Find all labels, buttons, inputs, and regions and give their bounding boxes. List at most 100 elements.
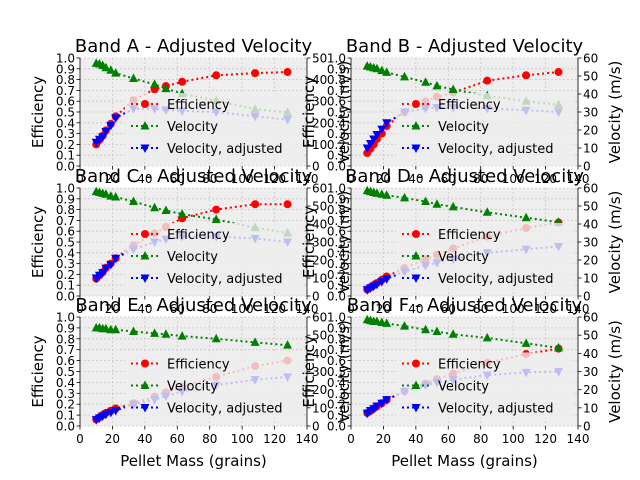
velocity-point bbox=[111, 324, 121, 334]
right-tick-label: 40 bbox=[583, 88, 598, 102]
left-tick-label: 0.6 bbox=[327, 354, 346, 368]
velocity-adjusted-point bbox=[106, 121, 116, 131]
velocity-adjusted-point bbox=[382, 119, 392, 128]
left-tick-label: 0.6 bbox=[327, 225, 346, 239]
velocity-point bbox=[161, 83, 171, 93]
x-tick-label: 60 bbox=[441, 302, 456, 316]
x-axis-label: Pellet Mass (grains) bbox=[120, 452, 267, 470]
x-tick-label: 140 bbox=[296, 432, 319, 446]
velocity-point bbox=[106, 65, 116, 74]
velocity-adjusted-point bbox=[101, 127, 111, 137]
x-tick-label: 0 bbox=[76, 172, 84, 186]
legend-marker-velocity-adjusted bbox=[140, 144, 150, 153]
x-tick-label: 60 bbox=[170, 172, 185, 186]
velocity-point bbox=[177, 209, 187, 218]
velocity-adjusted-point bbox=[369, 135, 379, 144]
efficiency-point bbox=[283, 200, 292, 209]
legend-label-velocity-adjusted: Velocity, adjusted bbox=[167, 272, 282, 287]
velocity-point bbox=[129, 196, 139, 205]
left-tick-label: 0.4 bbox=[327, 116, 346, 130]
velocity-adjusted-point bbox=[377, 125, 387, 135]
velocity-point bbox=[554, 342, 564, 352]
x-tick-label: 20 bbox=[105, 172, 120, 186]
x-tick-label: 120 bbox=[263, 172, 286, 186]
right-tick-label: 10 bbox=[583, 272, 598, 286]
legend-marker-efficiency bbox=[141, 359, 149, 368]
chart-title: Band A - Adjusted Velocity bbox=[75, 36, 313, 57]
x-tick-label: 120 bbox=[263, 302, 286, 316]
legend-marker-efficiency bbox=[412, 230, 420, 238]
velocity-point bbox=[521, 338, 531, 347]
legend-label-efficiency: Efficiency bbox=[438, 228, 501, 243]
velocity-adjusted-point bbox=[372, 280, 382, 290]
x-tick-label: 20 bbox=[376, 172, 391, 186]
right-tick-label: 20 bbox=[312, 116, 327, 130]
x-tick-label: 80 bbox=[473, 172, 488, 186]
left-tick-label: 0.9 bbox=[327, 62, 346, 76]
left-tick-label: 0.4 bbox=[327, 246, 346, 260]
x-tick-label: 120 bbox=[534, 172, 557, 186]
left-tick-label: 1.0 bbox=[56, 52, 75, 66]
left-tick-label: 0.3 bbox=[56, 257, 75, 271]
left-axis-label: Efficiency bbox=[29, 206, 47, 278]
chart-title: Band B - Adjusted Velocity bbox=[346, 36, 584, 57]
legend: Efficiency Velocity Velocity, adjusted bbox=[125, 93, 303, 159]
x-tick-label: 80 bbox=[473, 432, 488, 446]
velocity-adjusted-point bbox=[377, 399, 387, 409]
left-axis-label: Efficiency bbox=[29, 76, 47, 148]
efficiency-point bbox=[283, 68, 292, 77]
left-tick-label: 0.2 bbox=[56, 268, 75, 282]
left-tick-label: 1.0 bbox=[327, 182, 346, 196]
velocity-adjusted-point bbox=[382, 396, 392, 405]
legend-marker-velocity bbox=[411, 380, 421, 389]
left-tick-label: 0.5 bbox=[327, 106, 346, 120]
legend-label-velocity-adjusted: Velocity, adjusted bbox=[438, 402, 553, 417]
velocity-point bbox=[432, 199, 442, 208]
left-tick-label: 0.5 bbox=[327, 236, 346, 250]
left-axis-label: Efficiency bbox=[29, 335, 47, 407]
legend-marker-velocity bbox=[411, 121, 421, 130]
velocity-adjusted-point bbox=[101, 410, 111, 420]
x-axis-label: Pellet Mass (grains) bbox=[391, 452, 538, 470]
velocity-point bbox=[101, 62, 111, 72]
left-tick-label: 0.3 bbox=[56, 127, 75, 141]
x-tick-label: 60 bbox=[441, 432, 456, 446]
right-tick-label: 0 bbox=[583, 290, 591, 304]
velocity-point bbox=[111, 192, 121, 201]
right-tick-label: 60 bbox=[583, 182, 598, 196]
legend-box bbox=[125, 223, 303, 289]
right-tick-label: 30 bbox=[583, 106, 598, 120]
left-tick-label: 0.1 bbox=[56, 279, 75, 293]
velocity-point bbox=[150, 79, 160, 88]
legend: Efficiency Velocity Velocity, adjusted bbox=[125, 223, 303, 289]
left-tick-label: 0.5 bbox=[56, 365, 75, 379]
velocity-adjusted-point bbox=[111, 407, 121, 416]
x-tick-label: 60 bbox=[170, 302, 185, 316]
right-tick-label: 30 bbox=[312, 236, 327, 250]
right-tick-label: 40 bbox=[312, 73, 327, 87]
right-tick-label: 60 bbox=[312, 311, 327, 325]
efficiency-point bbox=[212, 71, 221, 80]
left-tick-label: 0.7 bbox=[327, 214, 346, 228]
left-tick-label: 0.9 bbox=[56, 192, 75, 206]
efficiency-point bbox=[251, 200, 260, 209]
efficiency-point bbox=[554, 68, 563, 77]
left-axis-label: Efficiency bbox=[300, 206, 318, 278]
legend-marker-velocity-adjusted bbox=[411, 274, 421, 283]
velocity-point bbox=[448, 329, 458, 338]
right-tick-label: 0 bbox=[312, 160, 320, 174]
velocity-point bbox=[250, 337, 260, 346]
velocity-point bbox=[150, 328, 160, 337]
x-tick-label: 20 bbox=[376, 302, 391, 316]
right-tick-label: 60 bbox=[583, 52, 598, 66]
right-tick-label: 40 bbox=[312, 218, 327, 232]
legend-label-velocity: Velocity bbox=[438, 120, 489, 135]
velocity-point bbox=[377, 65, 387, 75]
right-tick-label: 20 bbox=[312, 383, 327, 397]
left-tick-label: 0.8 bbox=[327, 203, 346, 217]
x-tick-label: 0 bbox=[347, 432, 355, 446]
left-tick-label: 0.0 bbox=[56, 420, 75, 434]
left-tick-label: 0.8 bbox=[56, 203, 75, 217]
velocity-point bbox=[382, 67, 392, 76]
